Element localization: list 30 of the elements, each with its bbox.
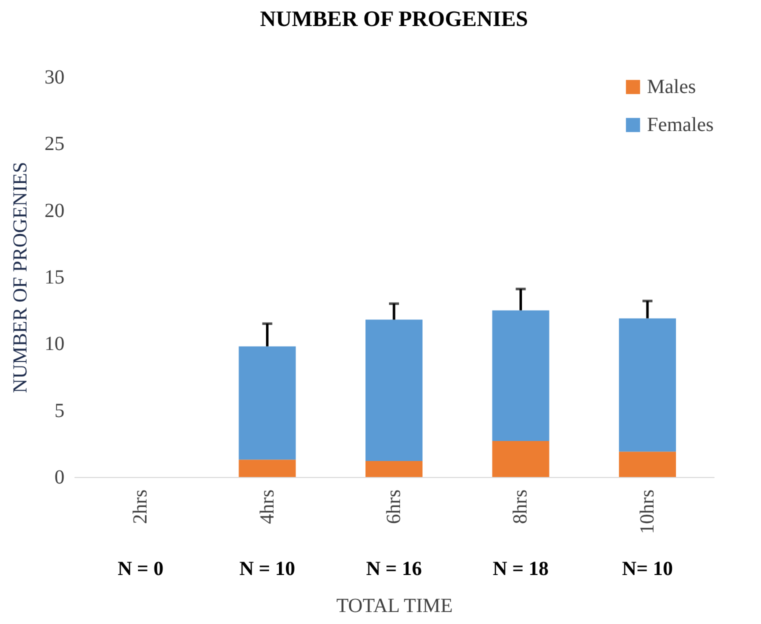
text: N = 0 [118,558,164,580]
x-tick-label: 2hrs [130,489,152,524]
y-tick-label: 15 [44,266,64,288]
y-tick-label: 30 [44,66,64,88]
bar [365,461,423,477]
x-tick-label: 6hrs [383,489,405,524]
bar [492,441,550,477]
bar [618,452,676,477]
text: N = 16 [366,558,422,580]
bar [618,318,676,452]
y-tick-label: 10 [44,333,64,356]
text: N = 18 [492,558,549,580]
text: N = 10 [239,558,296,580]
y-tick-label: 25 [44,133,64,156]
x-tick-label: 8hrs [510,489,532,524]
x-axis-title: TOTAL TIME [336,594,453,617]
y-tick-label: 5 [54,400,64,422]
bar [365,320,423,461]
bar [238,460,296,477]
y-tick-label: 0 [54,466,64,488]
bar [492,310,550,441]
x-tick-label: 10hrs [636,489,658,534]
legend-label: Females [647,114,714,136]
legend-label: Males [647,76,696,98]
bar [238,346,296,460]
chart-title: NUMBER OF PROGENIES [260,6,528,31]
text: N= 10 [622,558,673,580]
y-tick-label: 20 [44,200,64,222]
x-tick-label: 4hrs [256,489,278,524]
y-axis-title: NUMBER OF PROGENIES [10,162,32,394]
